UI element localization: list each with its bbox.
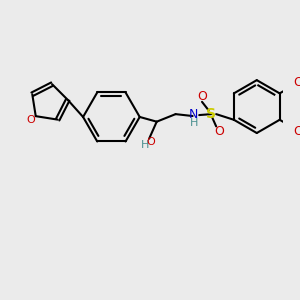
- Text: O: O: [294, 124, 300, 138]
- Text: O: O: [27, 115, 35, 125]
- Text: O: O: [147, 136, 155, 146]
- Text: S: S: [206, 107, 217, 121]
- Text: N: N: [189, 108, 198, 121]
- Text: O: O: [197, 90, 207, 103]
- Text: O: O: [214, 124, 224, 138]
- Text: O: O: [294, 76, 300, 88]
- Text: H: H: [190, 118, 199, 128]
- Text: H: H: [141, 140, 150, 150]
